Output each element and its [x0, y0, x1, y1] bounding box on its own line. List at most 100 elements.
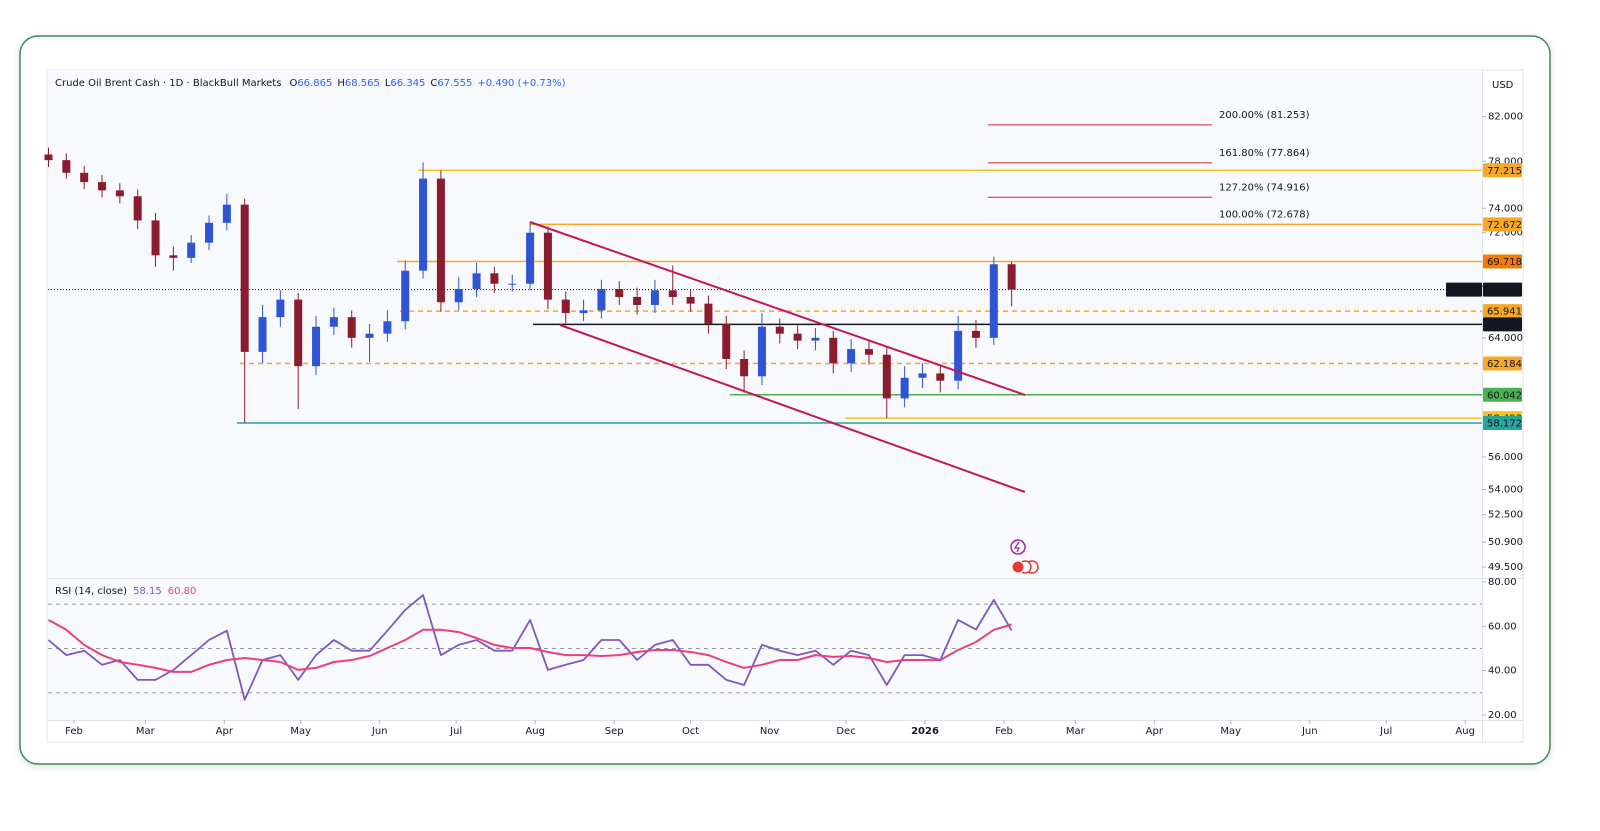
- candle-body: [133, 196, 142, 221]
- rsi-header-value: 58.15: [133, 586, 162, 597]
- y-tick-label: 80.00: [1488, 577, 1517, 588]
- x-tick-label: Jun: [371, 726, 388, 737]
- x-tick-label: 2026: [911, 726, 939, 737]
- candle-body: [276, 299, 285, 318]
- rsi-pane: [48, 579, 1482, 720]
- annotations: [529, 221, 1039, 574]
- level-badge: [1483, 163, 1522, 178]
- rsi-header-value: 60.80: [168, 586, 197, 597]
- x-tick-label: Feb: [65, 726, 83, 737]
- y-tick-label: 74.000: [1488, 203, 1523, 214]
- candle-body: [329, 317, 338, 327]
- fib-label: 127.20% (74.916): [1219, 182, 1310, 193]
- candle-body: [294, 299, 303, 367]
- candle-body: [508, 283, 517, 285]
- y-tick-label: 78.000: [1488, 156, 1523, 167]
- candle-body: [205, 222, 214, 243]
- ohlc-value: 66.865: [297, 78, 332, 89]
- candle-body: [829, 337, 838, 364]
- event-icon-bolt: [1013, 541, 1021, 553]
- level-badge: [1483, 416, 1522, 431]
- y-tick-label: 60.00: [1488, 621, 1517, 632]
- candle-body: [971, 330, 980, 338]
- candle-body: [954, 330, 963, 381]
- candle-body: [918, 373, 927, 378]
- ohlc-key: O: [289, 78, 297, 89]
- candle-body: [900, 377, 909, 399]
- x-tick-label: May: [1220, 726, 1241, 737]
- candle-body: [847, 349, 856, 364]
- candle-body: [615, 288, 624, 297]
- level-badge-label: 67.555: [1487, 285, 1522, 296]
- y-tick-label: 54.000: [1488, 484, 1523, 495]
- level-badge: [1483, 217, 1522, 232]
- x-tick-label: Mar: [1066, 726, 1086, 737]
- ohlc-key: H: [337, 78, 345, 89]
- event-flag[interactable]: [1011, 560, 1025, 574]
- candle-body: [240, 204, 249, 352]
- x-tick-label: May: [290, 726, 311, 737]
- x-tick-label: Feb: [995, 726, 1013, 737]
- candle-body: [650, 290, 659, 305]
- x-tick-label: Dec: [836, 726, 855, 737]
- candle-body: [989, 264, 998, 338]
- level-name: BRENT: [1449, 285, 1484, 296]
- level-badge-label: 77.215: [1487, 166, 1522, 177]
- x-tick-label: Jun: [1301, 726, 1318, 737]
- currency: USD: [1492, 80, 1514, 91]
- level-badge-label: 64.972: [1487, 320, 1522, 331]
- chart-title: Crude Oil Brent Cash · 1D · BlackBull Ma…: [55, 78, 566, 89]
- level-badge-label: 62.184: [1487, 359, 1522, 370]
- candle-body: [419, 178, 428, 271]
- candle-body: [436, 178, 445, 303]
- level-badge-label: 58.172: [1487, 419, 1522, 430]
- y-tick-label: 40.00: [1488, 666, 1517, 677]
- candle-body: [633, 296, 642, 305]
- candle-body: [936, 373, 945, 381]
- candle-body: [543, 232, 552, 300]
- candle-body: [258, 317, 267, 352]
- x-tick-label: Jul: [449, 726, 462, 737]
- ohlc-value: 66.345: [390, 78, 425, 89]
- y-tick-label: 50.900: [1488, 537, 1523, 548]
- x-tick-label: Mar: [136, 726, 156, 737]
- rsi-line: [47, 594, 1013, 701]
- candle-body: [115, 190, 124, 197]
- candle-body: [1007, 264, 1016, 290]
- x-tick-label: Jul: [1379, 726, 1392, 737]
- level-badge: [1483, 304, 1522, 319]
- candle-body: [864, 349, 873, 355]
- y-tick-label: 64.000: [1488, 333, 1523, 344]
- candle-body: [365, 333, 374, 338]
- rsi-name: RSI (14, close): [55, 586, 127, 597]
- candle-body: [80, 172, 89, 183]
- candle-body: [775, 326, 784, 334]
- x-tick-label: Apr: [1146, 726, 1164, 737]
- candle-body: [472, 273, 481, 289]
- candle-body: [668, 290, 677, 297]
- level-badge: [1483, 282, 1522, 297]
- x-tick-label: Oct: [682, 726, 699, 737]
- y-tick-label: 52.500: [1488, 510, 1523, 521]
- level-badge: [1483, 387, 1522, 402]
- x-tick-label: Aug: [1455, 726, 1475, 737]
- ohlc-value: 68.565: [345, 78, 380, 89]
- x-tick-label: Apr: [216, 726, 234, 737]
- candle-body: [454, 288, 463, 303]
- candle-body: [98, 182, 107, 191]
- x-tick-label: Aug: [525, 726, 545, 737]
- level-badge: [1483, 254, 1522, 269]
- candle-body: [187, 242, 196, 258]
- fib-label: 100.00% (72.678): [1219, 209, 1310, 220]
- level-name-badge: [1446, 282, 1482, 297]
- candle-body: [704, 303, 713, 324]
- candle-body: [383, 321, 392, 334]
- channel-lower: [559, 324, 1026, 493]
- event-icon[interactable]: [1010, 539, 1026, 555]
- level-badge-label: 60.042: [1487, 390, 1522, 401]
- ohlc-value: 67.555: [437, 78, 472, 89]
- candle-body: [882, 354, 891, 399]
- candle-body: [686, 296, 695, 304]
- candle-body: [151, 220, 160, 256]
